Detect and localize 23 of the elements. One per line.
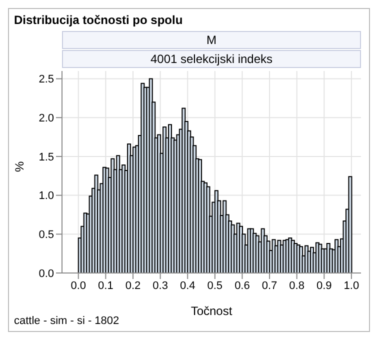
y-tick-label: 2.0 <box>38 112 54 125</box>
x-tick-label: 0.8 <box>289 280 304 292</box>
text: cattle - sim - si - 1802 <box>14 315 120 327</box>
y-axis-title: % <box>12 161 26 172</box>
y-tick-label: 0.0 <box>38 268 54 280</box>
x-tick-label: 0.5 <box>207 280 223 292</box>
x-tick-label: 0.7 <box>262 280 278 292</box>
x-tick-label: 0.4 <box>180 280 196 292</box>
y-tick-label: 1.0 <box>38 190 54 202</box>
y-tick-label: 0.5 <box>38 229 54 242</box>
x-axis-title: Točnost <box>190 304 233 318</box>
y-tick-label: 2.5 <box>38 74 54 86</box>
x-tick-label: 0.6 <box>234 280 250 292</box>
x-tick-label: 0.3 <box>152 280 168 292</box>
x-tick-label: 0.1 <box>98 280 114 292</box>
x-tick-label: 0.9 <box>316 280 332 292</box>
panel-header: 4001 selekcijski indeks <box>62 50 361 68</box>
chart-title: Distribucija točnosti po spolu <box>14 13 183 27</box>
x-tick-label: 1.0 <box>344 280 360 292</box>
y-tick-label: 1.5 <box>38 151 54 164</box>
panel-header: M <box>62 31 361 49</box>
x-tick-label: 0.2 <box>125 280 141 292</box>
x-tick-label: 0.0 <box>70 280 86 292</box>
